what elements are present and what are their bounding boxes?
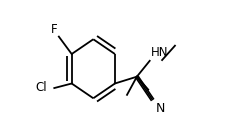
- Text: Cl: Cl: [35, 81, 47, 94]
- Text: N: N: [155, 102, 165, 115]
- Text: HN: HN: [150, 46, 168, 59]
- Text: F: F: [51, 23, 58, 36]
